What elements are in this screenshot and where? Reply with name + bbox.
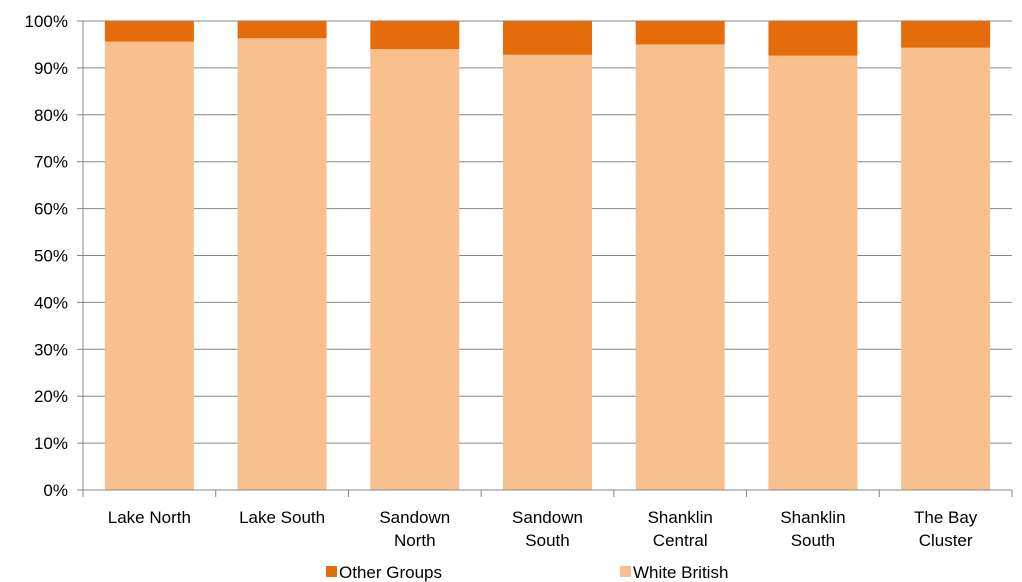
- y-axis-ticks: 0% 10% 20% 30% 40% 50% 60% 70% 80% 90% 100%: [25, 12, 83, 500]
- bars: [104, 21, 991, 491]
- legend-swatch-white-british: [620, 566, 631, 577]
- y-tick-label: 60%: [34, 200, 68, 219]
- bar-segment-other-groups: [768, 21, 858, 56]
- bar-segment-other-groups: [901, 21, 991, 48]
- bar-segment-other-groups: [635, 21, 725, 45]
- x-category-label: North: [394, 531, 436, 550]
- x-category-label: Lake North: [108, 508, 191, 527]
- x-category-label: Lake South: [239, 508, 325, 527]
- y-tick-label: 80%: [34, 106, 68, 125]
- x-category-label: Sandown: [379, 508, 450, 527]
- x-category-label: Cluster: [919, 531, 973, 550]
- bar-segment-other-groups: [370, 21, 460, 50]
- y-tick-label: 30%: [34, 340, 68, 359]
- y-tick-label: 40%: [34, 293, 68, 312]
- bar-segment-other-groups: [104, 21, 194, 42]
- x-axis-labels: Lake North Lake South Sandown North Sandown S…: [108, 508, 978, 550]
- x-category-label: South: [525, 531, 569, 550]
- bar-segment-white-british: [635, 44, 725, 490]
- bar-segment-other-groups: [237, 21, 327, 39]
- y-tick-label: 70%: [34, 153, 68, 172]
- bar-segment-white-british: [370, 49, 460, 490]
- y-tick-label: 90%: [34, 59, 68, 78]
- bar-segment-other-groups: [503, 21, 592, 55]
- x-category-label: Central: [653, 531, 708, 550]
- x-category-label: Shanklin: [648, 508, 713, 527]
- x-category-label: Sandown: [512, 508, 583, 527]
- y-tick-label: 20%: [34, 387, 68, 406]
- x-category-label: South: [791, 531, 835, 550]
- y-tick-label: 50%: [34, 247, 68, 266]
- legend-swatch-other-groups: [326, 566, 337, 577]
- y-tick-label: 100%: [25, 12, 68, 31]
- x-category-label: Shanklin: [780, 508, 845, 527]
- bar-segment-white-british: [901, 47, 991, 490]
- axes: [82, 21, 1013, 497]
- bar-segment-white-british: [237, 38, 327, 491]
- legend: Other Groups White British: [326, 563, 728, 582]
- y-tick-label: 0%: [43, 481, 68, 500]
- y-tick-label: 10%: [34, 434, 68, 453]
- bar-segment-white-british: [768, 55, 858, 491]
- bar-segment-white-british: [503, 54, 592, 490]
- x-category-label: The Bay: [914, 508, 978, 527]
- bar-segment-white-british: [104, 41, 194, 491]
- legend-label-white-british: White British: [633, 563, 728, 582]
- legend-label-other-groups: Other Groups: [339, 563, 442, 582]
